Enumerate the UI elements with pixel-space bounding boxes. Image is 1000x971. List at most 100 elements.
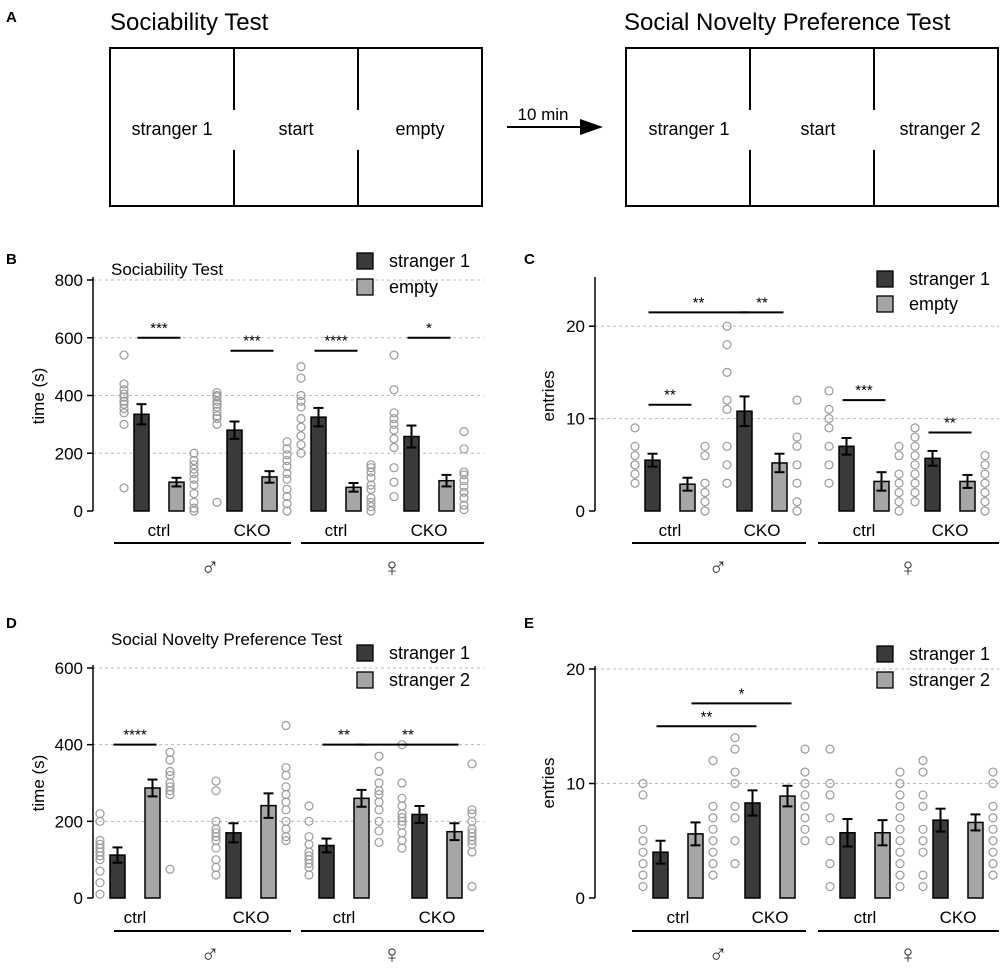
significance-label: *** [243,333,261,350]
significance-label: *** [855,382,873,399]
bar-s1 [644,459,661,512]
significance-label: ** [756,294,768,311]
right-chamber-2-label: start [800,119,835,139]
data-point [467,835,477,846]
data-point [165,766,175,777]
y-tick-label: 800 [55,271,83,290]
data-point [708,755,718,766]
y-tick-label: 0 [74,889,83,908]
male-symbol: ♂ [200,939,220,969]
data-point [374,805,384,815]
right-chamber-1-label: stranger 1 [648,119,729,139]
panel-d: D Social Novelty Preference Test time (s) 0… [6,615,484,969]
data-point [389,419,399,429]
data-point [95,878,105,888]
category-label: CKO [744,521,781,540]
data-point [189,503,199,513]
data-point [918,870,928,880]
data-point [792,441,802,451]
data-point [189,497,199,507]
significance-label: **** [123,727,147,744]
data-point [730,744,740,754]
legend-swatch-1 [876,270,894,288]
y-axis-label: entries [539,370,558,421]
data-point [95,855,105,865]
category-label: CKO [940,908,977,927]
data-point [374,786,384,796]
data-point [895,813,905,823]
y-axis-label: entries [539,757,558,808]
legend-swatch-1 [356,644,374,662]
legend-label-2: empty [909,294,958,314]
data-point [189,455,199,466]
data-point [980,506,990,516]
data-point [95,889,105,899]
data-point [282,484,292,494]
data-point [119,385,129,395]
data-point [212,497,222,507]
category-label: CKO [932,521,969,540]
data-point [980,497,990,507]
data-point [630,441,640,451]
data-point [281,789,291,800]
data-point [212,406,222,416]
data-point [910,497,920,507]
right-arena-outline [625,47,999,207]
data-point [189,480,199,490]
legend-label-1: stranger 1 [909,269,990,289]
data-point [630,478,640,488]
data-point [638,836,648,846]
data-point [722,404,732,414]
left-arena [109,47,483,207]
female-symbol: ♀ [382,939,402,969]
data-point [895,870,905,880]
data-point [700,478,710,488]
data-point [374,751,384,761]
category-label: ctrl [853,521,876,540]
data-point [459,444,469,454]
data-point [389,477,399,487]
data-point [119,389,129,399]
category-label: CKO [234,521,271,540]
category-label: ctrl [659,521,682,540]
data-point [467,847,477,857]
data-point [910,487,920,498]
data-point [894,469,904,479]
data-point [800,744,810,754]
category-label: ctrl [148,521,171,540]
data-point [630,460,640,470]
data-point [800,813,810,823]
data-point [988,813,998,823]
novelty-test-title: Social Novelty Preference Test [624,9,951,36]
data-point [119,408,129,418]
data-point [638,824,648,834]
data-point [918,767,928,777]
data-point [980,469,990,479]
data-point [467,881,477,892]
data-point [389,350,399,360]
legend-label-2: empty [389,277,438,297]
data-point [366,463,376,473]
y-tick-label: 20 [566,660,585,679]
data-point [165,864,175,874]
category-label: ctrl [333,908,356,927]
bar-s1 [226,429,243,512]
data-point [459,500,469,510]
data-point [282,461,292,471]
data-point [730,733,740,743]
data-point [165,755,175,765]
data-point [304,801,314,811]
significance-label: * [426,320,432,337]
significance-label: ** [944,414,956,431]
category-label: ctrl [325,521,348,540]
data-point [212,399,222,409]
data-point [730,859,740,869]
legend-swatch-2 [876,295,894,313]
data-point [304,858,314,869]
data-point [800,790,810,800]
legend-swatch-1 [356,252,374,270]
data-point [918,824,928,834]
